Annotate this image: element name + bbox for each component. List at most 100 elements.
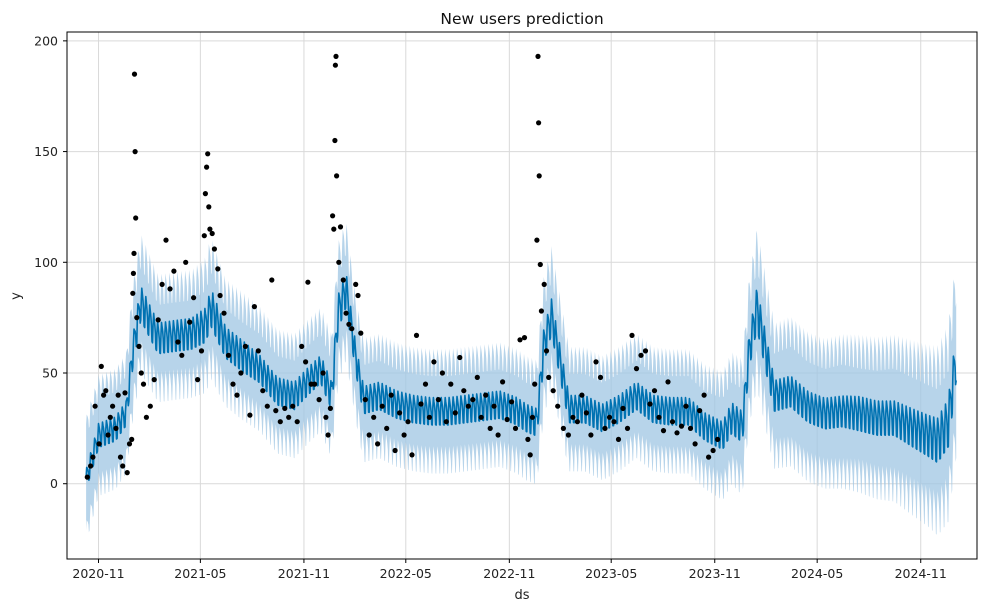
actual-point	[323, 414, 329, 420]
actual-point	[282, 405, 288, 411]
actual-point	[353, 281, 359, 287]
actual-point	[130, 290, 136, 296]
actual-point	[334, 173, 340, 179]
actual-point	[665, 379, 671, 385]
actual-point	[683, 403, 689, 409]
actual-point	[225, 352, 232, 358]
x-tick-label: 2021-05	[174, 566, 226, 581]
actual-point	[392, 447, 398, 454]
actual-point	[110, 403, 116, 409]
actual-point	[327, 405, 333, 411]
actual-point	[355, 292, 361, 299]
actual-point	[422, 381, 429, 387]
actual-point	[366, 432, 372, 438]
actual-point	[474, 374, 480, 380]
actual-point	[126, 441, 133, 447]
actual-point	[131, 71, 138, 77]
actual-point	[273, 408, 279, 414]
actual-point	[495, 432, 501, 438]
actual-point	[521, 335, 528, 341]
actual-point	[337, 224, 344, 230]
actual-point	[687, 425, 694, 431]
actual-point	[629, 332, 635, 338]
actual-point	[478, 414, 484, 420]
actual-point	[103, 388, 109, 394]
actual-point	[140, 381, 147, 387]
actual-point	[155, 317, 161, 323]
actual-point	[320, 370, 326, 376]
actual-point	[461, 388, 467, 394]
actual-point	[105, 432, 111, 438]
actual-point	[316, 397, 322, 403]
actual-point	[405, 419, 411, 425]
actual-point	[201, 233, 207, 239]
actual-point	[92, 403, 98, 409]
actual-point	[555, 403, 561, 409]
actual-point	[312, 381, 318, 387]
actual-point	[330, 213, 336, 219]
actual-point	[504, 416, 510, 423]
actual-point	[371, 414, 377, 420]
actual-point	[527, 452, 533, 458]
actual-point	[574, 419, 581, 425]
actual-point	[525, 436, 531, 442]
actual-point	[570, 414, 576, 420]
actual-point	[656, 414, 662, 420]
actual-point	[98, 363, 104, 369]
actual-point	[401, 432, 407, 438]
actual-point	[550, 388, 556, 394]
actual-point	[418, 401, 424, 407]
actual-point	[187, 319, 193, 325]
actual-point	[452, 410, 458, 416]
actual-point	[294, 419, 300, 425]
actual-point	[238, 370, 244, 376]
actual-point	[532, 381, 538, 387]
actual-point	[593, 359, 599, 365]
actual-point	[209, 230, 215, 237]
actual-point	[384, 425, 390, 431]
actual-point	[346, 321, 352, 327]
actual-point	[299, 343, 305, 349]
actual-point	[465, 403, 471, 409]
y-tick-label: 0	[50, 476, 58, 491]
actual-point	[678, 423, 685, 429]
actual-point	[90, 454, 96, 460]
actual-point	[343, 310, 349, 316]
actual-point	[325, 432, 331, 438]
actual-point	[96, 441, 102, 447]
chart-title: New users prediction	[440, 10, 603, 28]
x-tick-label: 2022-11	[483, 566, 535, 581]
actual-point	[669, 419, 676, 425]
actual-point	[606, 414, 613, 420]
actual-point	[124, 470, 130, 476]
actual-point	[336, 259, 342, 265]
actual-point	[202, 191, 208, 197]
actual-point	[611, 419, 617, 425]
y-tick-label: 150	[34, 144, 58, 159]
x-tick-label: 2024-11	[895, 566, 947, 581]
actual-point	[537, 261, 543, 268]
actual-point	[179, 352, 185, 358]
actual-point	[132, 149, 138, 155]
actual-point	[269, 277, 275, 283]
actual-point	[439, 370, 445, 376]
actual-point	[642, 348, 649, 354]
actual-point	[565, 432, 572, 438]
actual-point	[163, 237, 169, 243]
actual-point	[101, 392, 107, 398]
actual-point	[615, 436, 622, 442]
actual-point	[159, 281, 165, 287]
actual-point	[331, 226, 337, 232]
actual-point	[332, 62, 338, 68]
actual-point	[133, 215, 139, 221]
actual-point	[205, 151, 211, 157]
actual-point	[536, 173, 542, 179]
uncertainty-band-layer	[86, 223, 957, 535]
actual-point	[706, 454, 712, 460]
actual-point	[207, 226, 213, 232]
uncertainty-band	[86, 223, 957, 535]
actual-point	[129, 436, 135, 442]
x-tick-label: 2023-11	[689, 566, 741, 581]
actual-point	[546, 374, 552, 380]
actual-point	[358, 330, 364, 336]
